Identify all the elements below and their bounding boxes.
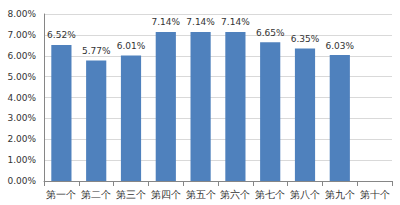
svg-text:8.00%: 8.00% <box>7 9 36 19</box>
svg-text:7.00%: 7.00% <box>7 30 36 40</box>
svg-text:2.00%: 2.00% <box>7 134 36 144</box>
svg-text:第九个: 第九个 <box>325 189 355 200</box>
svg-text:第七个: 第七个 <box>255 189 285 200</box>
svg-text:6.01%: 6.01% <box>117 41 146 51</box>
svg-text:1.00%: 1.00% <box>7 155 36 165</box>
svg-text:4.00%: 4.00% <box>7 93 36 103</box>
svg-text:0.00%: 0.00% <box>7 176 36 186</box>
svg-text:第三个: 第三个 <box>116 189 146 200</box>
svg-text:6.03%: 6.03% <box>326 41 355 51</box>
svg-text:7.14%: 7.14% <box>186 17 215 27</box>
svg-text:第二个: 第二个 <box>81 189 111 200</box>
svg-text:7.14%: 7.14% <box>152 17 181 27</box>
svg-text:6.00%: 6.00% <box>7 51 36 61</box>
svg-text:第一个: 第一个 <box>46 189 76 200</box>
svg-text:3.00%: 3.00% <box>7 113 36 123</box>
svg-text:6.35%: 6.35% <box>291 34 320 44</box>
svg-text:5.00%: 5.00% <box>7 72 36 82</box>
svg-text:7.14%: 7.14% <box>221 17 250 27</box>
svg-text:6.52%: 6.52% <box>47 30 76 40</box>
svg-text:第八个: 第八个 <box>290 189 320 200</box>
svg-text:第五个: 第五个 <box>186 189 216 200</box>
svg-text:第六个: 第六个 <box>220 189 250 200</box>
svg-text:6.65%: 6.65% <box>256 28 285 38</box>
svg-text:第十个: 第十个 <box>360 189 390 200</box>
svg-text:第四个: 第四个 <box>151 189 181 200</box>
svg-text:5.77%: 5.77% <box>82 46 111 56</box>
